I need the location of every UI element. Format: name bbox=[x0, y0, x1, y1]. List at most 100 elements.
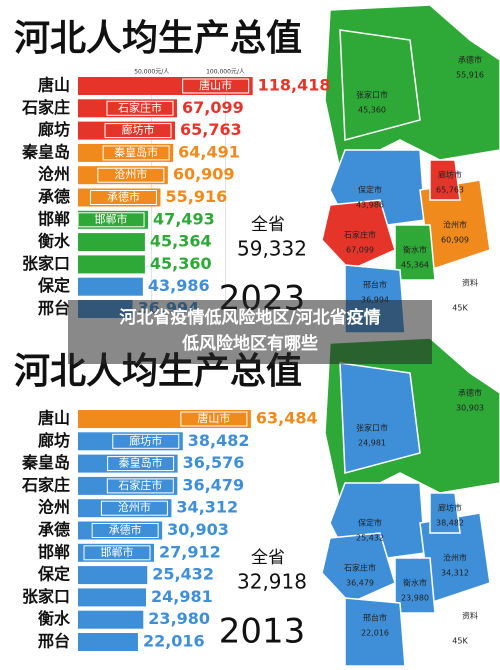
bar bbox=[78, 188, 161, 207]
category-label: 唐山 bbox=[38, 409, 70, 428]
map-label: 45K bbox=[452, 637, 468, 646]
region bbox=[339, 29, 421, 141]
map-label: 23,980 bbox=[401, 594, 429, 603]
bar-label: 邯郸市 bbox=[101, 545, 134, 559]
category-label: 唐山 bbox=[38, 76, 70, 95]
bar bbox=[78, 121, 176, 140]
chart-title: 河北人均生产总值 bbox=[14, 18, 302, 59]
region bbox=[394, 224, 436, 281]
map-label: 30,903 bbox=[456, 404, 484, 413]
bar bbox=[78, 432, 183, 451]
value-label: 45,364 bbox=[150, 232, 212, 251]
category-label: 廊坊 bbox=[38, 431, 70, 450]
map-label: 保定市 bbox=[358, 185, 382, 195]
map-label: 邢台市 bbox=[363, 613, 387, 623]
bar bbox=[78, 633, 138, 651]
map-label: 衡水市 bbox=[403, 245, 427, 255]
map-label: 55,916 bbox=[456, 71, 484, 80]
map-label: 承德市 bbox=[458, 388, 482, 398]
map-label: 沧州市 bbox=[443, 553, 467, 563]
bar bbox=[78, 233, 145, 252]
category-label: 衡水 bbox=[38, 609, 71, 628]
map-label: 22,016 bbox=[361, 629, 389, 638]
category-label: 秦皇岛 bbox=[21, 142, 70, 161]
bar bbox=[78, 99, 177, 118]
bar-label: 秦皇岛市 bbox=[114, 145, 158, 159]
overlay-title: 河北省疫情低风险地区/河北省疫情 bbox=[119, 307, 380, 328]
category-label: 邯郸 bbox=[38, 542, 70, 561]
bar-label: 秦皇岛市 bbox=[119, 456, 163, 470]
map-label: 45,364 bbox=[401, 261, 429, 270]
map-label: 43,986 bbox=[356, 201, 384, 210]
bar-tag bbox=[182, 78, 250, 94]
bar-label: 廊坊市 bbox=[122, 123, 155, 137]
category-label: 邢台 bbox=[37, 299, 70, 318]
map-label: 张家口市 bbox=[356, 90, 388, 100]
value-label: 25,432 bbox=[152, 565, 214, 584]
value-label: 45,360 bbox=[150, 254, 212, 273]
category-label: 秦皇岛 bbox=[21, 453, 70, 472]
category-label: 沧州 bbox=[38, 498, 70, 517]
bar-label: 石家庄市 bbox=[118, 100, 162, 114]
value-label: 36,479 bbox=[182, 475, 244, 494]
region bbox=[321, 199, 396, 271]
bar bbox=[78, 410, 251, 428]
overlay-title: 低风险地区有哪些 bbox=[181, 333, 318, 354]
map-label: 张家口市 bbox=[356, 423, 388, 433]
bar bbox=[78, 566, 148, 585]
map-label: 承德市 bbox=[458, 55, 482, 65]
region bbox=[339, 362, 421, 474]
map-label: 衡水市 bbox=[403, 578, 427, 588]
value-label: 67,099 bbox=[182, 98, 244, 117]
value-label: 38,482 bbox=[188, 431, 250, 450]
bar bbox=[78, 210, 149, 229]
map-label: 24,981 bbox=[358, 439, 386, 448]
bar-label: 承德市 bbox=[107, 190, 140, 204]
map-label: 25,432 bbox=[356, 534, 384, 543]
bar bbox=[78, 610, 144, 629]
bar bbox=[78, 454, 178, 473]
bar-tag bbox=[97, 167, 165, 183]
map-label: 资料 bbox=[462, 278, 478, 288]
value-label: 30,903 bbox=[167, 520, 229, 539]
bar bbox=[78, 77, 253, 95]
bar-tag bbox=[107, 456, 175, 472]
category-label: 保定 bbox=[37, 276, 70, 295]
bar-label: 承德市 bbox=[109, 523, 142, 537]
category-label: 张家口 bbox=[22, 254, 70, 273]
total-label: 全省 bbox=[251, 548, 285, 568]
bar-tag bbox=[100, 500, 168, 516]
value-label: 23,980 bbox=[148, 609, 210, 628]
year: 2013 bbox=[219, 612, 306, 652]
x-tick-label: 100,000元/人 bbox=[206, 69, 245, 76]
map-label: 67,099 bbox=[346, 246, 374, 255]
value-label: 43,986 bbox=[148, 276, 210, 295]
bar bbox=[78, 543, 155, 562]
total-label: 全省 bbox=[251, 215, 285, 235]
category-label: 承德 bbox=[38, 520, 70, 539]
map-label: 廊坊市 bbox=[438, 503, 462, 513]
bar-tag bbox=[102, 145, 170, 161]
map: 张家口市 24,981 承德市 30,903 保定市 25,432 石家庄市 36,479 衡水… bbox=[318, 333, 500, 667]
category-label: 张家口 bbox=[22, 587, 70, 606]
map-label: 36,479 bbox=[346, 579, 374, 588]
map: 张家口市 45,360 承德市 55,916 保定市 43,986 石家庄市 67,099 衡水… bbox=[318, 0, 500, 334]
map-label: 38,482 bbox=[436, 519, 464, 528]
bar-tag bbox=[106, 100, 174, 116]
bar bbox=[78, 277, 143, 296]
value-label: 118,418 bbox=[258, 76, 331, 95]
value-label: 47,493 bbox=[153, 209, 215, 228]
map-label: 45,360 bbox=[358, 106, 386, 115]
total-value: 59,332 bbox=[237, 237, 307, 261]
map-label: 廊坊市 bbox=[438, 170, 462, 180]
value-label: 60,909 bbox=[173, 165, 235, 184]
bar-tag bbox=[89, 190, 157, 205]
value-label: 36,576 bbox=[183, 453, 245, 472]
map-label: 石家庄市 bbox=[344, 230, 376, 240]
category-label: 廊坊 bbox=[38, 120, 70, 139]
category-label: 石家庄 bbox=[21, 475, 70, 494]
bar bbox=[78, 476, 178, 495]
map-label: 资料 bbox=[462, 611, 478, 621]
category-label: 衡水 bbox=[38, 232, 71, 251]
